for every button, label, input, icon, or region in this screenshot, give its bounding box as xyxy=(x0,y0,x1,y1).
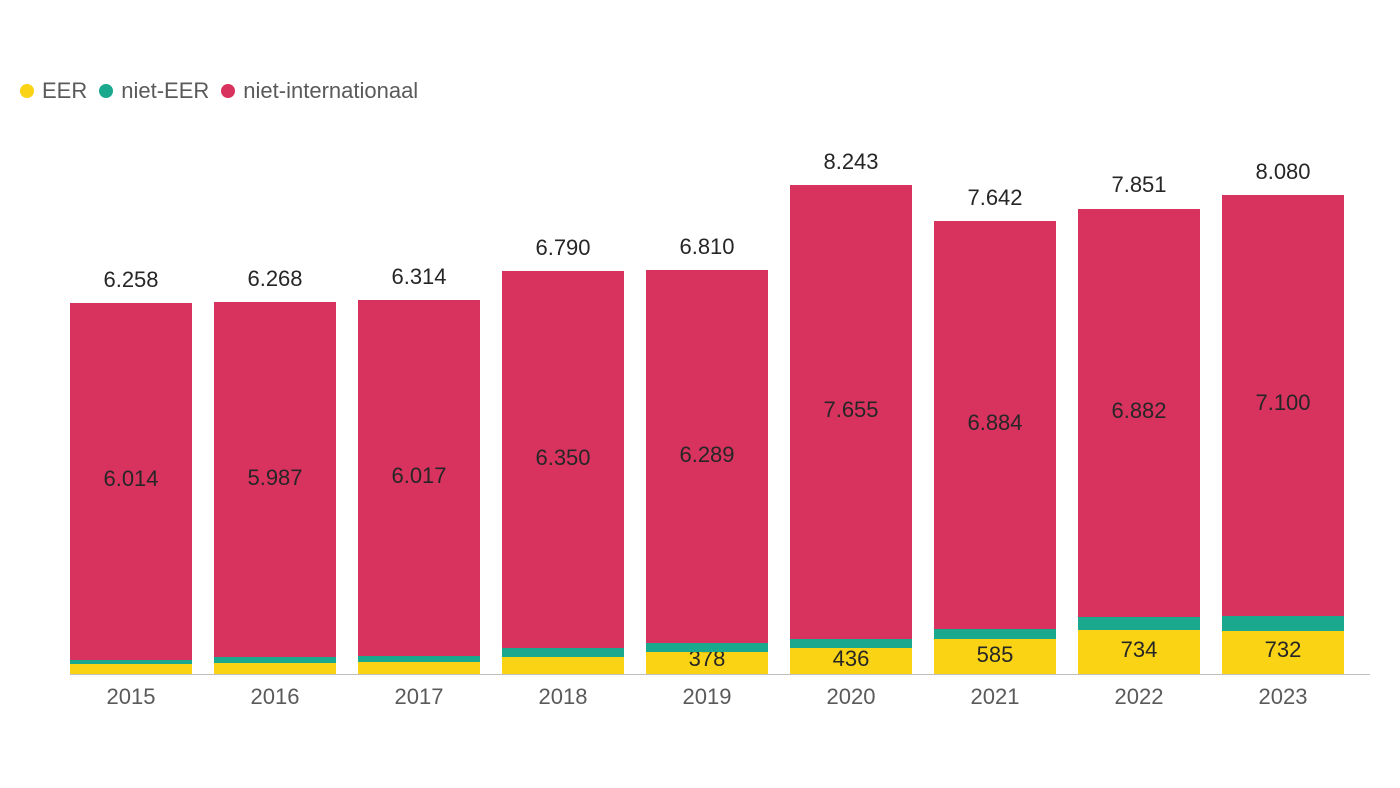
legend-label: niet-internationaal xyxy=(243,78,418,104)
bar-segment-label: 436 xyxy=(790,646,912,672)
bar-group: 5.987 6.268 xyxy=(214,170,336,674)
bar-segment-label: 7.655 xyxy=(790,397,912,423)
bar-segment-label: 6.289 xyxy=(646,442,768,468)
bar-segment-label: 734 xyxy=(1078,637,1200,663)
bar-group: 585 6.884 7.642 xyxy=(934,170,1056,674)
bar-segment-niet_eer xyxy=(1222,616,1344,631)
x-axis-label: 2018 xyxy=(502,684,624,710)
bar-segment-eer xyxy=(502,657,624,674)
bar-total-label: 6.790 xyxy=(502,235,624,261)
bar-segment-niet_eer xyxy=(502,648,624,657)
bar-group: 3786.2896.810 xyxy=(646,170,768,674)
chart-legend: EER niet-EER niet-internationaal xyxy=(20,78,418,104)
bar-segment-label: 732 xyxy=(1222,637,1344,663)
legend-label: EER xyxy=(42,78,87,104)
bar-segment-label: 6.884 xyxy=(934,410,1056,436)
bar-segment-label: 585 xyxy=(934,642,1056,668)
x-axis-label: 2017 xyxy=(358,684,480,710)
bar-total-label: 6.314 xyxy=(358,264,480,290)
bar-total-label: 6.810 xyxy=(646,234,768,260)
bar-segment-niet_eer xyxy=(358,656,480,661)
legend-item: niet-EER xyxy=(99,78,209,104)
x-axis-label: 2022 xyxy=(1078,684,1200,710)
bar-segment-label: 6.882 xyxy=(1078,398,1200,424)
bar-group: 7327.1008.080 xyxy=(1222,170,1344,674)
bar-segment-label: 5.987 xyxy=(214,465,336,491)
bar-total-label: 7.851 xyxy=(1078,172,1200,198)
legend-item: niet-internationaal xyxy=(221,78,418,104)
chart-plot-area: 6.0146.25820155.9876.26820166.0176.31420… xyxy=(70,170,1370,674)
bar-segment-eer xyxy=(214,663,336,674)
bar-segment-label: 6.014 xyxy=(70,466,192,492)
bar-total-label: 8.243 xyxy=(790,149,912,175)
legend-dot-icon xyxy=(99,84,113,98)
legend-dot-icon xyxy=(221,84,235,98)
x-axis-label: 2023 xyxy=(1222,684,1344,710)
bar-segment-niet_eer xyxy=(1078,617,1200,631)
bar-segment-eer xyxy=(70,664,192,674)
bar-total-label: 6.268 xyxy=(214,266,336,292)
bar-group: 6.350 6.790 xyxy=(502,170,624,674)
legend-item: EER xyxy=(20,78,87,104)
legend-label: niet-EER xyxy=(121,78,209,104)
bar-group: 4367.6558.243 xyxy=(790,170,912,674)
bar-segment-niet_eer xyxy=(214,657,336,662)
bar-group: 734 6.882 7.851 xyxy=(1078,170,1200,674)
legend-dot-icon xyxy=(20,84,34,98)
bar-segment-label: 6.350 xyxy=(502,445,624,471)
bar-segment-label: 6.017 xyxy=(358,463,480,489)
x-axis-label: 2019 xyxy=(646,684,768,710)
x-axis-label: 2021 xyxy=(934,684,1056,710)
bar-segment-eer xyxy=(358,662,480,674)
bar-segment-niet_eer xyxy=(646,643,768,651)
bar-total-label: 6.258 xyxy=(70,267,192,293)
bar-segment-niet_eer xyxy=(70,660,192,664)
bar-segment-niet_eer xyxy=(790,639,912,648)
x-axis-line xyxy=(70,674,1370,675)
bar-segment-niet_eer xyxy=(934,629,1056,639)
bar-group: 6.017 6.314 xyxy=(358,170,480,674)
bar-group: 6.014 6.258 xyxy=(70,170,192,674)
x-axis-label: 2016 xyxy=(214,684,336,710)
bar-total-label: 7.642 xyxy=(934,185,1056,211)
x-axis-label: 2020 xyxy=(790,684,912,710)
bar-segment-label: 7.100 xyxy=(1222,390,1344,416)
x-axis-label: 2015 xyxy=(70,684,192,710)
bar-total-label: 8.080 xyxy=(1222,159,1344,185)
